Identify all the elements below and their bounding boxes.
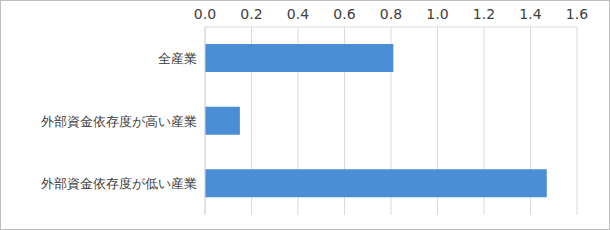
svg-text:外部資金依存度が低い産業: 外部資金依存度が低い産業 <box>41 176 197 191</box>
svg-text:0.0: 0.0 <box>194 6 216 22</box>
svg-text:0.4: 0.4 <box>287 6 309 22</box>
svg-text:1.0: 1.0 <box>426 6 448 22</box>
svg-text:1.2: 1.2 <box>473 6 495 22</box>
svg-text:0.2: 0.2 <box>240 6 262 22</box>
svg-text:1.4: 1.4 <box>519 6 541 22</box>
svg-text:0.8: 0.8 <box>380 6 402 22</box>
svg-text:0.6: 0.6 <box>333 6 355 22</box>
svg-text:外部資金依存度が高い産業: 外部資金依存度が高い産業 <box>41 114 197 129</box>
svg-text:全産業: 全産業 <box>158 51 197 66</box>
svg-text:1.6: 1.6 <box>566 6 588 22</box>
